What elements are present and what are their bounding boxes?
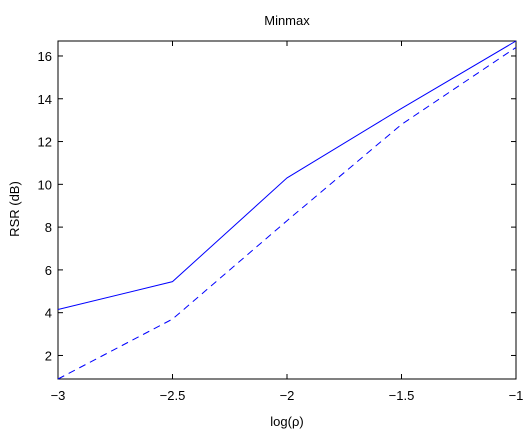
x-tick-label: −1 [509,388,524,403]
x-tick-label: −2.5 [160,388,186,403]
x-tick-label: −2 [280,388,295,403]
chart-title: Minmax [264,13,310,28]
y-tick-label: 2 [45,348,52,363]
y-tick-label: 6 [45,263,52,278]
x-tick-label: −1.5 [389,388,415,403]
axis-ticks: −3 −2.5 −2 −1.5 −1 2 4 6 8 10 12 14 16 [38,41,524,403]
y-tick-label: 14 [38,92,52,107]
y-tick-label: 10 [38,177,52,192]
y-tick-label: 4 [45,306,52,321]
plot-area-frame [57,40,517,380]
dashed-series-line [57,47,517,380]
y-tick-label: 16 [38,49,52,64]
series-lines [57,40,517,380]
y-tick-label: 8 [45,220,52,235]
x-axis-title: log(ρ) [270,414,303,429]
y-tick-label: 12 [38,135,52,150]
solid-series-line [57,40,517,310]
y-axis-title: RSR (dB) [7,181,22,237]
x-tick-label: −3 [51,388,66,403]
